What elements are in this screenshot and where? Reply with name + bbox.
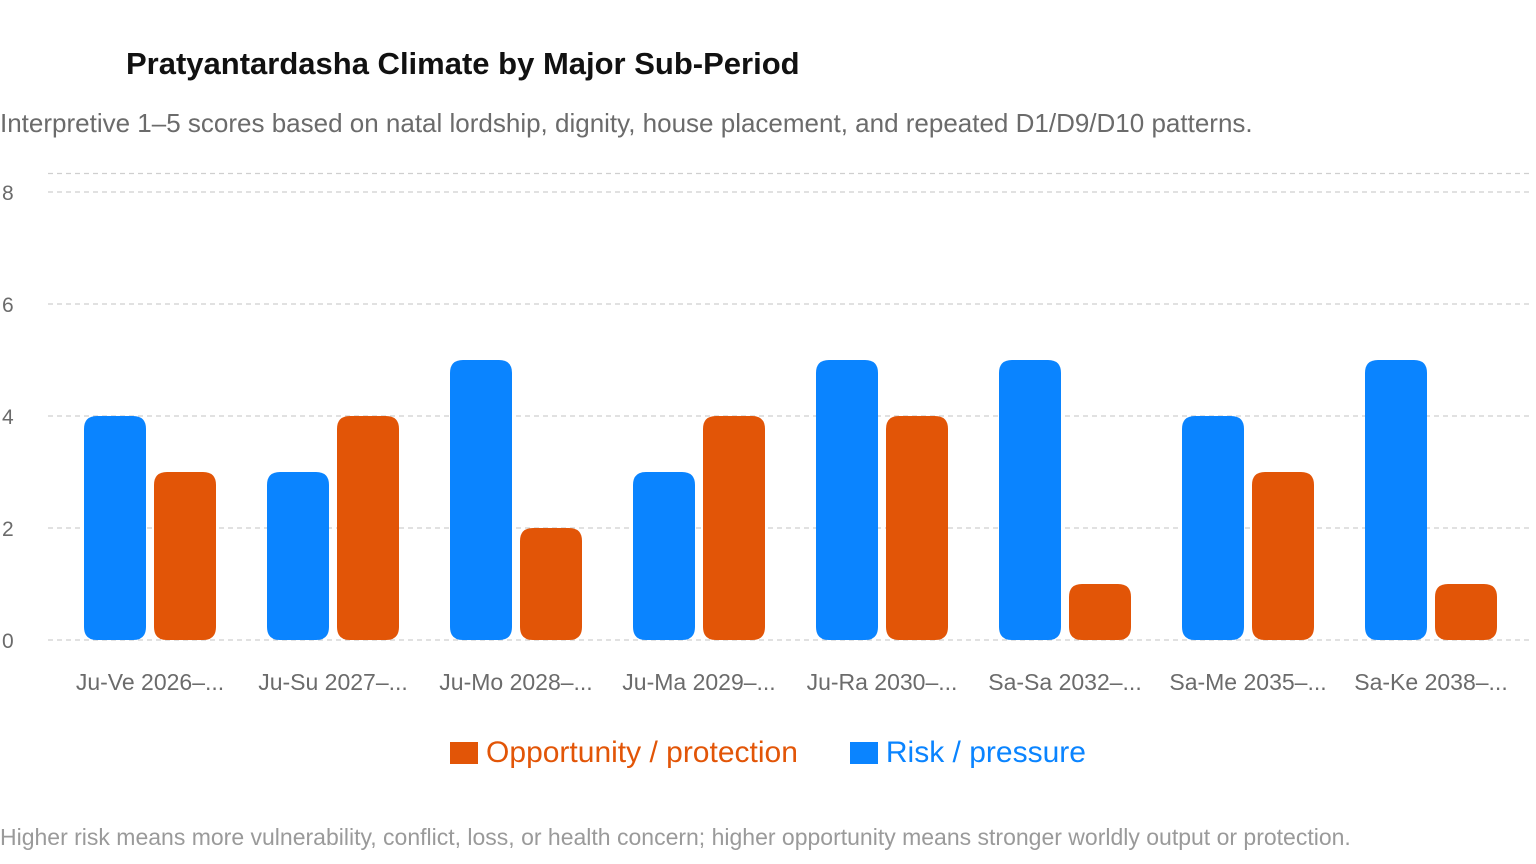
y-tick-label-2: 2 xyxy=(2,518,14,541)
x-tick-label-3: Ju-Ma 2029–... xyxy=(622,669,775,695)
bar-risk-7 xyxy=(1365,360,1427,640)
bar-opportunity-6 xyxy=(1252,472,1314,640)
bar-risk-6 xyxy=(1182,416,1244,640)
x-tick-label-2: Ju-Mo 2028–... xyxy=(439,669,592,695)
bar-opportunity-0 xyxy=(154,472,216,640)
x-tick-label-4: Ju-Ra 2030–... xyxy=(807,669,958,695)
chart-subtitle: Interpretive 1–5 scores based on natal l… xyxy=(0,108,1253,138)
bar-opportunity-4 xyxy=(886,416,948,640)
chart-title: Pratyantardasha Climate by Major Sub-Per… xyxy=(126,46,800,81)
bar-opportunity-5 xyxy=(1069,584,1131,640)
bar-opportunity-3 xyxy=(703,416,765,640)
legend-item-opportunity[interactable]: Opportunity / protection xyxy=(450,736,798,770)
legend-label-opportunity: Opportunity / protection xyxy=(486,736,798,769)
y-tick-label-0: 0 xyxy=(2,630,14,653)
x-tick-label-5: Sa-Sa 2032–... xyxy=(988,669,1141,695)
x-tick-label-6: Sa-Me 2035–... xyxy=(1169,669,1326,695)
y-tick-label-4: 4 xyxy=(2,406,14,429)
bar-risk-1 xyxy=(267,472,329,640)
y-tick-label-6: 6 xyxy=(2,294,14,317)
bar-risk-0 xyxy=(84,416,146,640)
chart-legend: Opportunity / protection Risk / pressure xyxy=(0,736,1536,770)
x-tick-label-7: Sa-Ke 2038–... xyxy=(1354,669,1507,695)
legend-swatch-risk xyxy=(849,742,878,764)
bar-risk-3 xyxy=(633,472,695,640)
x-tick-label-0: Ju-Ve 2026–... xyxy=(76,669,224,695)
x-tick-label-1: Ju-Su 2027–... xyxy=(258,669,408,695)
legend-item-risk[interactable]: Risk / pressure xyxy=(849,736,1086,770)
chart-footnote: Higher risk means more vulnerability, co… xyxy=(0,824,1351,850)
bar-opportunity-2 xyxy=(520,528,582,640)
bar-risk-5 xyxy=(999,360,1061,640)
bar-risk-4 xyxy=(816,360,878,640)
bar-opportunity-7 xyxy=(1435,584,1497,640)
y-tick-label-8: 8 xyxy=(2,182,14,205)
bar-risk-2 xyxy=(450,360,512,640)
legend-swatch-opportunity xyxy=(450,742,479,764)
legend-label-risk: Risk / pressure xyxy=(885,736,1086,769)
bar-opportunity-1 xyxy=(337,416,399,640)
